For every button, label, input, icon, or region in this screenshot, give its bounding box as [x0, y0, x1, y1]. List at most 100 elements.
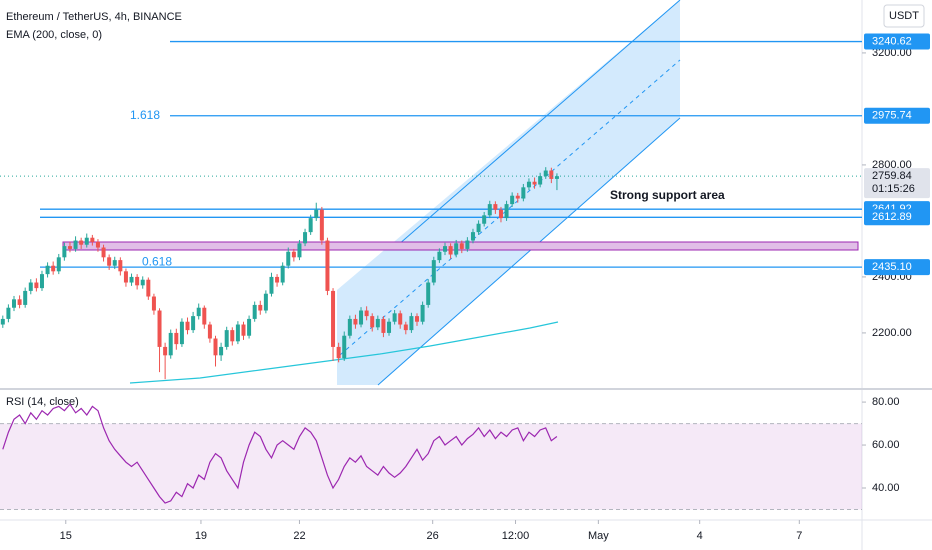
candle-body [28, 282, 33, 291]
rsi-title: RSI (14, close) [6, 396, 79, 408]
candle-body [151, 296, 156, 311]
candle-body [420, 304, 425, 322]
candle-body [207, 324, 212, 339]
candle-body [476, 223, 481, 233]
x-tick-label: 12:00 [502, 530, 530, 542]
candle-body [498, 209, 503, 219]
candle-body [247, 318, 252, 336]
candle-body [392, 313, 397, 322]
candle-body [79, 240, 84, 245]
candle-body [174, 332, 179, 345]
candle-body [398, 313, 403, 325]
candle-body [521, 187, 526, 199]
candle-body [101, 247, 106, 258]
candle-body [353, 318, 358, 325]
candle-body [252, 304, 257, 319]
candle-body [118, 260, 123, 272]
candle-body [291, 251, 296, 258]
candle-body [56, 257, 61, 272]
candle-body [34, 282, 39, 289]
ema-line [129, 321, 559, 384]
candle-body [123, 271, 128, 283]
candle-body [258, 304, 263, 311]
candle-body [112, 260, 117, 266]
rsi-tick-label: 60.00 [872, 439, 900, 451]
x-tick-label: 4 [697, 530, 703, 542]
candle-body [67, 246, 72, 249]
candle-body [342, 335, 347, 359]
candle-body [263, 293, 268, 311]
candle-body [241, 324, 246, 336]
candle-body [51, 265, 56, 272]
candle-body [454, 243, 459, 255]
candle-body [6, 307, 11, 319]
level-label: 3240.62 [872, 35, 912, 47]
candle-body [415, 316, 420, 322]
candle-body [95, 241, 100, 248]
candle-body [465, 240, 470, 249]
candle-body [426, 282, 431, 305]
rsi-band [0, 423, 862, 510]
candle-body [308, 218, 313, 233]
x-tick-label: 19 [195, 530, 207, 542]
candle-body [286, 251, 291, 266]
candle-body [504, 204, 509, 219]
candle-body [325, 240, 330, 291]
currency-button[interactable] [883, 4, 925, 28]
candle-body [219, 346, 224, 356]
level-label: 2975.74 [872, 110, 912, 122]
candle-body [303, 232, 308, 244]
candle-body [39, 274, 44, 289]
candle-body [359, 310, 364, 325]
candle-body [280, 265, 285, 283]
level-tag [864, 33, 930, 50]
candle-body [515, 195, 520, 199]
candle-body [538, 176, 543, 185]
level-tag [864, 107, 930, 124]
channel-median [339, 59, 681, 356]
candle-body [157, 310, 162, 347]
candle-body [482, 215, 487, 224]
y-tick-label: 2200.00 [872, 327, 912, 339]
x-tick-label: 22 [293, 530, 305, 542]
candle-body [0, 318, 5, 325]
candle-body [493, 204, 498, 210]
x-tick-label: 15 [60, 530, 72, 542]
candle-body [442, 246, 447, 252]
candle-body [213, 338, 218, 356]
candle-body [319, 209, 324, 241]
fib-label: 0.618 [142, 254, 172, 268]
candle-body [269, 276, 274, 294]
candle-body [526, 181, 531, 188]
candle-body [364, 310, 369, 317]
candle-body [470, 232, 475, 241]
candle-body [297, 243, 302, 258]
candle-body [459, 243, 464, 249]
candle-body [487, 204, 492, 216]
candle-body [179, 321, 184, 345]
x-tick-label: May [588, 530, 609, 542]
countdown-label: 01:15:26 [872, 183, 915, 195]
candle-body [45, 265, 50, 275]
current-price-tag [864, 168, 930, 199]
candle-body [532, 181, 537, 185]
candle-body [387, 321, 392, 333]
candle-body [275, 276, 280, 283]
candle-body [90, 237, 95, 242]
x-tick-label: 7 [796, 530, 802, 542]
candle-body [543, 170, 548, 177]
candle-body [107, 257, 112, 266]
y-tick-label: 3200.00 [872, 47, 912, 59]
candle-body [347, 318, 352, 336]
candle-body [235, 324, 240, 342]
candle-body [409, 316, 414, 331]
candle-body [370, 316, 375, 328]
candle-body [140, 279, 145, 286]
candle-body [191, 316, 196, 331]
candle-body [62, 246, 67, 258]
annotation: Strong support area [610, 188, 725, 202]
level-tag [864, 259, 930, 276]
candle-body [73, 240, 78, 249]
candle-body [129, 276, 134, 283]
